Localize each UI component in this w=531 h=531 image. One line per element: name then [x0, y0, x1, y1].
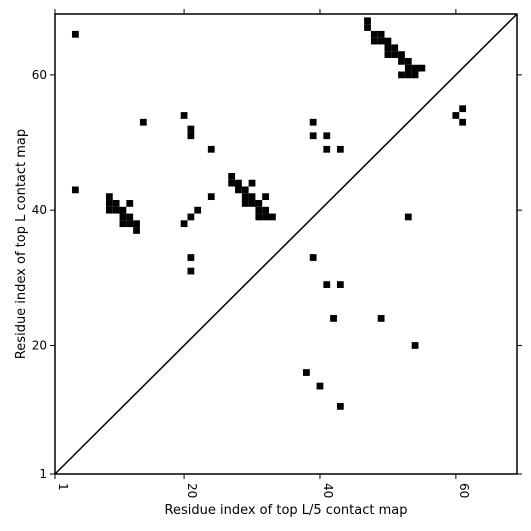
- contact-cell-upper: [187, 267, 195, 275]
- y-axis-label: Residue index of top L contact map: [14, 129, 29, 359]
- contact-cell-upper: [241, 193, 249, 201]
- contact-cell-upper: [336, 281, 344, 288]
- contact-cell-upper: [377, 37, 385, 45]
- contact-cell-upper: [248, 200, 256, 207]
- contact-cell-upper: [262, 206, 270, 214]
- contact-cell-upper: [187, 125, 195, 133]
- contact-cell-upper: [241, 186, 249, 194]
- contact-cell-lower: [316, 382, 324, 390]
- contact-cell-upper: [269, 213, 276, 221]
- x-tick-label: 60: [457, 483, 471, 498]
- contact-cell-upper: [323, 145, 331, 153]
- x-tick-label: 1: [56, 483, 70, 491]
- contact-cell-upper: [255, 200, 263, 207]
- contact-marks: [71, 17, 467, 410]
- plot-area: 1 20 40 60 1 20 40 60: [32, 9, 522, 498]
- contact-cell-upper: [384, 44, 392, 52]
- contact-cell-upper: [370, 37, 378, 45]
- contact-cell-upper: [411, 342, 419, 349]
- contact-cell-lower: [302, 369, 310, 376]
- contact-cell-upper: [336, 145, 344, 153]
- contact-cell-upper: [71, 186, 79, 194]
- contact-cell-upper: [228, 172, 236, 180]
- contact-cell-upper: [370, 30, 378, 38]
- contact-cell-upper: [364, 24, 371, 31]
- contact-cell-upper: [377, 315, 385, 322]
- contact-cell-upper: [398, 71, 405, 79]
- contact-cell-upper: [187, 254, 195, 261]
- contact-cell-upper: [330, 315, 337, 322]
- contact-cell-upper: [384, 37, 392, 45]
- contact-cell-upper: [119, 220, 127, 228]
- contact-cell-upper: [71, 30, 79, 38]
- diagonal-line: [54, 13, 518, 475]
- contact-cell-upper: [309, 118, 317, 126]
- y-tick-label: 40: [32, 203, 47, 217]
- contact-cell-upper: [126, 220, 134, 228]
- contact-cell-upper: [180, 220, 188, 228]
- contact-cell-upper: [404, 71, 412, 79]
- contact-cell-upper: [126, 200, 134, 207]
- contact-cell-upper: [452, 112, 460, 119]
- contact-cell-upper: [398, 57, 405, 65]
- contact-cell-upper: [323, 132, 331, 140]
- contact-cell-upper: [139, 118, 147, 126]
- contact-cell-upper: [248, 193, 256, 201]
- y-tick-label: 1: [39, 467, 47, 481]
- contact-cell-lower: [336, 402, 344, 410]
- contact-cell-upper: [411, 64, 419, 72]
- contact-cell-upper: [112, 206, 120, 214]
- contact-cell-upper: [187, 132, 195, 140]
- axis-ticks: 1 20 40 60 1 20 40 60: [32, 9, 522, 498]
- contact-cell-upper: [364, 17, 371, 25]
- contact-cell-upper: [384, 51, 392, 58]
- contact-cell-upper: [255, 213, 263, 221]
- contact-cell-upper: [235, 186, 242, 194]
- contact-cell-upper: [411, 71, 419, 79]
- contact-cell-upper: [207, 193, 215, 201]
- y-tick-label: 20: [32, 338, 47, 352]
- contact-cell-upper: [404, 64, 412, 72]
- contact-cell-upper: [404, 213, 412, 221]
- contact-cell-upper: [241, 200, 249, 207]
- contact-cell-upper: [309, 254, 317, 261]
- contact-cell-upper: [398, 51, 405, 58]
- contact-cell-upper: [105, 193, 113, 201]
- contact-cell-upper: [207, 145, 215, 153]
- x-tick-label: 40: [321, 483, 335, 498]
- contact-cell-upper: [126, 213, 134, 221]
- contact-cell-upper: [187, 213, 195, 221]
- contact-cell-upper: [105, 200, 113, 207]
- contact-cell-upper: [112, 200, 120, 207]
- contact-cell-upper: [323, 281, 331, 288]
- contact-cell-upper: [180, 112, 188, 119]
- contact-cell-upper: [119, 213, 127, 221]
- contact-cell-upper: [119, 206, 127, 214]
- contact-cell-upper: [404, 57, 412, 65]
- contact-cell-upper: [377, 30, 385, 38]
- contact-cell-upper: [248, 179, 256, 187]
- contact-cell-upper: [228, 179, 236, 187]
- contact-cell-upper: [235, 179, 242, 187]
- contact-cell-upper: [309, 132, 317, 140]
- contact-cell-upper: [133, 227, 140, 234]
- contact-cell-upper: [459, 118, 467, 126]
- x-tick-label: 20: [185, 483, 199, 498]
- contact-cell-upper: [459, 105, 467, 113]
- contact-cell-upper: [133, 220, 140, 228]
- contact-cell-upper: [255, 206, 263, 214]
- contact-cell-upper: [391, 51, 399, 58]
- contact-cell-upper: [262, 213, 270, 221]
- contact-cell-upper: [418, 64, 426, 72]
- contact-cell-upper: [391, 44, 399, 52]
- x-axis-label: Residue index of top L/5 contact map: [165, 503, 408, 518]
- contact-cell-upper: [194, 206, 202, 214]
- y-tick-label: 60: [32, 68, 47, 82]
- contact-cell-upper: [262, 193, 270, 201]
- contact-cell-upper: [105, 206, 113, 214]
